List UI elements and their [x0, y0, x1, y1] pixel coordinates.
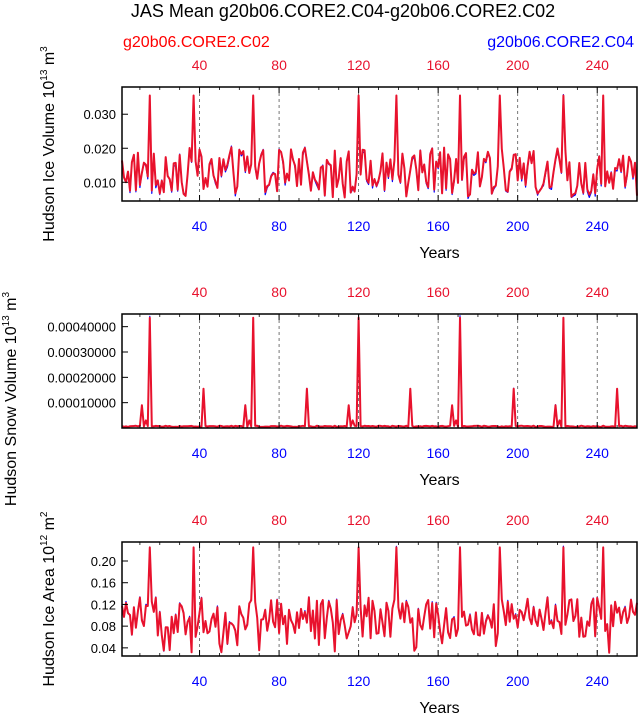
y-axis-label-part: 2 — [39, 511, 50, 517]
xtick-label-bottom: 240 — [586, 218, 610, 234]
xtick-label-bottom: 200 — [506, 673, 530, 689]
ytick-label: 0.20 — [91, 554, 116, 569]
y-axis-label: Hudson Ice Area 1012 m2 — [39, 511, 58, 686]
series-line-g20b06.CORE2.C02 — [121, 94, 638, 199]
xtick-label-top: 200 — [506, 512, 530, 528]
xtick-label-top: 40 — [192, 57, 208, 73]
figure-title: JAS Mean g20b06.CORE2.C04-g20b06.CORE2.C… — [131, 1, 555, 21]
panel-2: 0.00010000 0.00020000 0.00030000 0.00040000… — [1, 284, 638, 506]
ytick-label: 0.00040000 — [47, 320, 116, 335]
x-axis-label: Years — [419, 245, 459, 262]
ytick-label: 0.00030000 — [47, 345, 116, 360]
xtick-label-bottom: 160 — [426, 218, 450, 234]
xtick-label-bottom: 160 — [426, 673, 450, 689]
xtick-label-top: 160 — [426, 57, 450, 73]
xtick-label-top: 200 — [506, 284, 530, 300]
legend-right-label: g20b06.CORE2.C04 — [487, 34, 634, 51]
y-axis-label-part: 3 — [1, 291, 12, 297]
x-axis-label: Years — [419, 472, 459, 489]
y-axis-label-part: 13 — [39, 69, 50, 81]
y-axis-label: Hudson Snow Volume 1013 m3 — [1, 291, 20, 506]
xtick-label-top: 80 — [271, 512, 287, 528]
xtick-label-bottom: 40 — [192, 218, 208, 234]
ytick-label: 0.08 — [91, 619, 116, 634]
ytick-label: 0.16 — [91, 576, 116, 591]
y-axis-label-part: 13 — [1, 315, 12, 327]
y-axis-label: Hudson Ice Volume 1013 m3 — [39, 46, 58, 242]
xtick-label-bottom: 160 — [426, 445, 450, 461]
ytick-label: 0.010 — [83, 175, 116, 190]
ytick-label: 0.00010000 — [47, 396, 116, 411]
xtick-label-bottom: 80 — [271, 445, 287, 461]
y-axis-label-part: Hudson Snow Volume 10 — [3, 326, 20, 506]
ytick-label: 0.020 — [83, 141, 116, 156]
y-axis-label-part: m — [41, 517, 58, 535]
xtick-label-bottom: 40 — [192, 673, 208, 689]
xtick-label-bottom: 40 — [192, 445, 208, 461]
xtick-label-bottom: 120 — [347, 445, 371, 461]
xtick-label-top: 240 — [586, 284, 610, 300]
xtick-label-bottom: 240 — [586, 673, 610, 689]
xtick-label-top: 160 — [426, 512, 450, 528]
plot-frame — [121, 313, 638, 429]
xtick-label-top: 40 — [192, 284, 208, 300]
panel-3: 0.04 0.08 0.12 0.16 0.20 40 40 80 80 120 120 160 160… — [39, 511, 638, 714]
series-line-g20b06.CORE2.C02 — [121, 546, 638, 654]
y-axis-label-part: 12 — [39, 534, 50, 546]
xtick-label-top: 240 — [586, 57, 610, 73]
xtick-label-top: 80 — [271, 284, 287, 300]
xtick-label-bottom: 120 — [347, 218, 371, 234]
xtick-label-bottom: 240 — [586, 445, 610, 461]
xtick-label-bottom: 200 — [506, 218, 530, 234]
series-line-g20b06.CORE2.C02 — [121, 316, 638, 428]
y-axis-label-part: Hudson Ice Area 10 — [41, 546, 58, 687]
y-axis-label-part: 3 — [39, 46, 50, 52]
plot-frame — [121, 86, 638, 202]
ytick-label: 0.030 — [83, 107, 116, 122]
xtick-label-bottom: 80 — [271, 673, 287, 689]
x-axis-label: Years — [419, 700, 459, 714]
legend-left-label: g20b06.CORE2.C02 — [123, 34, 270, 51]
xtick-label-top: 160 — [426, 284, 450, 300]
y-axis-label-part: m — [41, 52, 58, 70]
xtick-label-top: 120 — [347, 284, 371, 300]
panels: 0.0100.0200.0304040808012012016016020020… — [1, 46, 638, 714]
xtick-label-top: 120 — [347, 57, 371, 73]
xtick-label-top: 80 — [271, 57, 287, 73]
xtick-label-bottom: 200 — [506, 445, 530, 461]
xtick-label-top: 120 — [347, 512, 371, 528]
ytick-label: 0.00020000 — [47, 370, 116, 385]
xtick-label-top: 40 — [192, 512, 208, 528]
panel-1: 0.010 0.020 0.030 40 40 80 80 120 120 160 160 200 20… — [39, 46, 638, 262]
xtick-label-top: 200 — [506, 57, 530, 73]
y-axis-label-part: m — [3, 297, 20, 315]
ytick-label: 0.12 — [91, 597, 116, 612]
ytick-label: 0.04 — [91, 641, 116, 656]
xtick-label-bottom: 80 — [271, 218, 287, 234]
xtick-label-top: 240 — [586, 512, 610, 528]
y-axis-label-part: Hudson Ice Volume 10 — [41, 81, 58, 242]
xtick-label-bottom: 120 — [347, 673, 371, 689]
series-line-g20b06.CORE2.C04 — [121, 93, 638, 200]
plot-frame — [121, 541, 638, 657]
